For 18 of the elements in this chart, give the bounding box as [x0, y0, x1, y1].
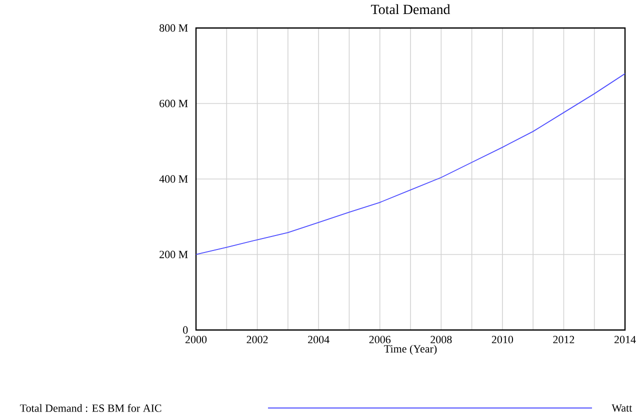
line-series [196, 73, 626, 255]
x-tick-label: 2008 [430, 336, 452, 344]
x-tick-label: 2006 [369, 336, 391, 344]
x-axis-title: Time (Year) [384, 344, 437, 355]
chart-title: Total Demand [371, 4, 450, 14]
x-tick-label: 2012 [553, 336, 574, 344]
y-tick-label: 200 M [160, 250, 188, 258]
y-tick-label: 600 M [160, 100, 188, 108]
text: Total Demand : ES BM for AIC [20, 404, 162, 412]
y-tick-label: 800 M [160, 24, 188, 32]
x-tick-label: 2010 [492, 336, 514, 344]
x-tick-label: 2004 [308, 336, 330, 344]
y-tick-label: 400 M [159, 175, 188, 183]
x-tick-label: 2002 [246, 336, 268, 344]
y-tick-label: 0 [183, 326, 188, 334]
text: Watt [612, 404, 632, 412]
x-tick-label: 2014 [614, 336, 636, 344]
x-tick-label: 2000 [185, 336, 207, 344]
